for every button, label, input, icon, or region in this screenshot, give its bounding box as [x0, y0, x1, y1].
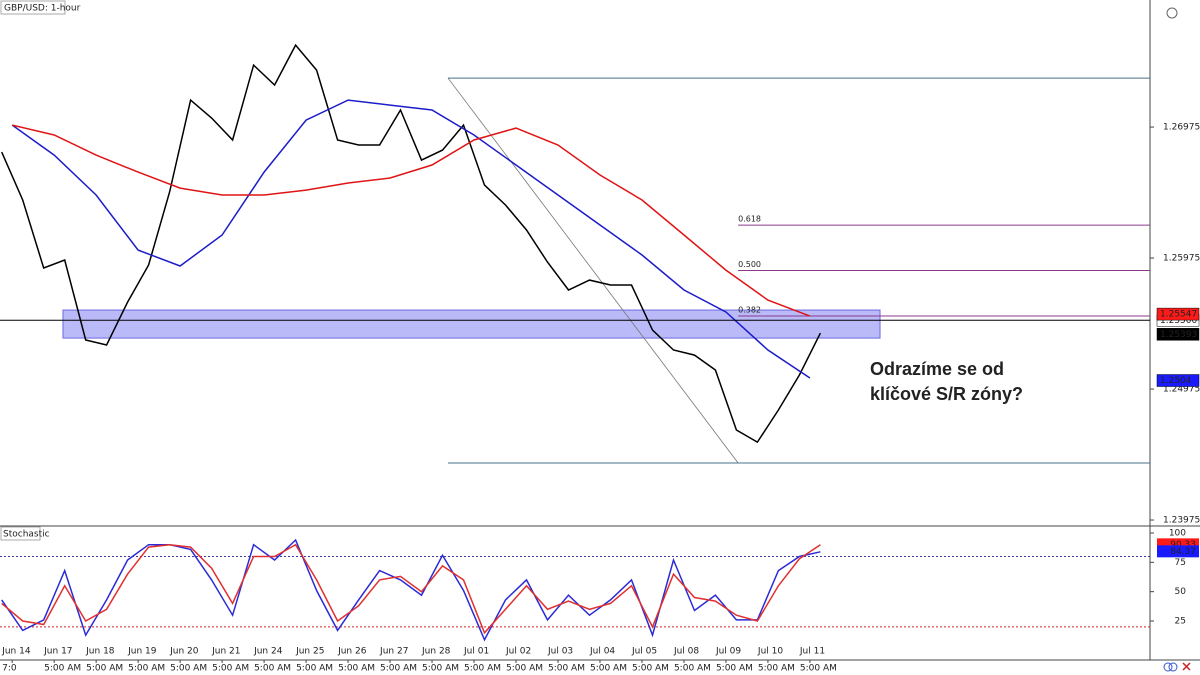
y-tick-label: 1.23975	[1163, 516, 1200, 526]
series-line	[1, 543, 821, 635]
series-line	[12, 124, 811, 317]
x-tick-label: Jun 14	[1, 647, 31, 657]
x-tick-time: 5:00 AM	[590, 664, 627, 674]
x-tick-label: Jul 09	[715, 647, 741, 657]
indicator-title: Stochastic	[3, 530, 50, 540]
x-tick-label: Jul 02	[505, 647, 531, 657]
x-tick-label: Jul 04	[589, 647, 615, 657]
price-tag-label: 1.25547	[1160, 310, 1197, 320]
stoch-tag-label: 90.33	[1170, 540, 1196, 550]
price-tag	[1156, 307, 1200, 321]
x-tick-time: 5:00 AM	[548, 664, 585, 674]
sr-zone	[62, 309, 881, 339]
x-tick-label: Jul 05	[631, 647, 657, 657]
stoch-y-tick-label: 100	[1169, 528, 1186, 538]
toolbar-icons[interactable]	[1163, 662, 1191, 672]
x-tick-time: 5:00 AM	[128, 664, 165, 674]
x-tick-label: Jul 08	[673, 647, 699, 657]
price-tag	[1156, 374, 1200, 387]
stoch-y-tick-label: 75	[1175, 558, 1186, 568]
fib-label: 0.500	[738, 260, 761, 269]
x-tick-time: 5:00 AM	[212, 664, 249, 674]
x-tick-label: Jun 21	[211, 647, 240, 657]
x-tick-time: 5:00 AM	[464, 664, 501, 674]
x-tick-label: Jul 10	[757, 647, 783, 657]
x-tick-time: 5:00 AM	[716, 664, 753, 674]
x-tick-label: Jun 17	[43, 647, 72, 657]
series-line	[11, 99, 811, 379]
annotation: Odrazíme se od	[870, 359, 1004, 379]
chart-title: GBP/USD: 1-hour	[4, 4, 81, 14]
x-tick-time: 5:00 AM	[506, 664, 543, 674]
x-tick-time: 5:00 AM	[422, 664, 459, 674]
x-tick-label: Jun 24	[253, 647, 283, 657]
x-tick-label: Jun 25	[295, 647, 324, 657]
x-tick-label: Jun 18	[85, 647, 115, 657]
price-tag-label: 1.2504	[1160, 376, 1192, 386]
y-tick-label: 1.26975	[1163, 123, 1200, 133]
stoch-y-tick-label: 50	[1175, 587, 1187, 597]
x-tick-time: 5:00 AM	[800, 664, 837, 674]
series-line	[1, 43, 822, 444]
y-tick-label: 1.24975	[1163, 385, 1200, 395]
x-tick-label: Jul 11	[799, 647, 825, 657]
y-tick-label: 1.25975	[1163, 254, 1200, 264]
x-tick-time: 5:00 AM	[632, 664, 669, 674]
stoch-y-tick-label: 25	[1175, 617, 1186, 627]
x-tick-label: Jun 28	[421, 647, 451, 657]
x-tick-label: Jun 27	[379, 647, 408, 657]
annotation: klíčové S/R zóny?	[870, 384, 1023, 404]
swing-diagonal	[447, 77, 739, 464]
x-tick-time: 5:00 AM	[44, 664, 81, 674]
settings-icon[interactable]	[1166, 7, 1178, 19]
x-tick-time: 5:00 AM	[674, 664, 711, 674]
x-tick-time: 5:00 AM	[758, 664, 795, 674]
price-tag-label: 1.25393	[1160, 330, 1197, 340]
title-box	[0, 0, 66, 15]
x-tick-label: Jul 03	[547, 647, 573, 657]
fib-label: 0.618	[738, 215, 761, 224]
x-tick-time: 5:00 AM	[380, 664, 417, 674]
price-tag	[1156, 328, 1200, 341]
stoch-tag-label: 84.37	[1170, 547, 1196, 557]
x-tick-label: Jun 20	[169, 647, 199, 657]
x-tick-time: 5:00 AM	[254, 664, 291, 674]
x-tick-label: Jun 26	[337, 647, 367, 657]
x-tick-time: 5:00 AM	[170, 664, 207, 674]
x-tick-label: Jun 19	[127, 647, 157, 657]
x-tick-time: 5:00 AM	[296, 664, 333, 674]
indicator-title-box	[0, 526, 41, 541]
fib-label: 0.382	[738, 305, 761, 314]
price-tag-label: 1.25500	[1160, 316, 1197, 326]
stoch-tag	[1157, 545, 1199, 558]
x-tick-time: 7:0	[2, 664, 17, 674]
x-tick-time: 5:00 AM	[86, 664, 123, 674]
x-tick-time: 5:00 AM	[338, 664, 375, 674]
x-tick-label: Jul 01	[463, 647, 489, 657]
